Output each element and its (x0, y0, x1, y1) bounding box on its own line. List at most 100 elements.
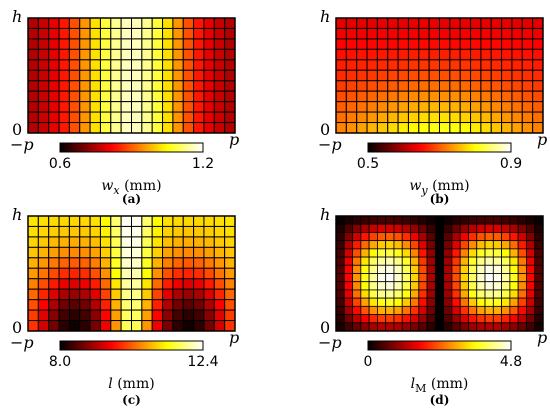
heatmap-cell (490, 122, 503, 134)
heatmap-cell (213, 299, 226, 311)
heatmap-cell (376, 281, 387, 291)
heatmap-cell (534, 273, 544, 283)
heatmap-cell (203, 48, 215, 61)
heatmap-cell (68, 299, 81, 311)
heatmap-cell (451, 223, 461, 233)
heatmap-cell (492, 314, 503, 324)
heatmap-cell (151, 267, 164, 280)
heatmap-cell (213, 69, 226, 82)
heatmap-cell (151, 215, 164, 227)
heatmap-cell (37, 69, 50, 82)
heatmap-cell (79, 80, 91, 92)
heatmap-cell (68, 80, 81, 92)
heatmap-cell (443, 314, 453, 324)
heatmap-cell (376, 240, 387, 250)
heatmap-cell (172, 257, 184, 269)
heatmap-cell (131, 17, 143, 29)
heatmap-cell (476, 240, 486, 250)
heatmap-cell (79, 122, 91, 134)
heatmap-cell (521, 69, 534, 82)
heatmap-cell (410, 264, 420, 274)
colorbar-min-label: 8.0 (49, 354, 71, 370)
heatmap-cell (182, 309, 195, 322)
heatmap-cell (393, 289, 403, 299)
heatmap-cell (224, 111, 236, 124)
heatmap-cell (476, 314, 486, 324)
heatmap-cell (131, 69, 143, 82)
heatmap-cell (68, 225, 81, 238)
heatmap-cell (501, 256, 511, 266)
heatmap-cell (517, 297, 527, 307)
heatmap-cell (360, 256, 370, 266)
heatmap-cell (151, 299, 164, 311)
heatmap-cell (58, 101, 70, 113)
heatmap-cell (193, 69, 205, 82)
heatmap-cell (501, 122, 513, 134)
heatmap-cell (387, 38, 399, 50)
heatmap-cell (120, 267, 133, 280)
heatmap-cell (517, 264, 527, 274)
heatmap-cell (224, 69, 236, 82)
heatmap-cell (434, 297, 445, 307)
heatmap-cell (352, 322, 362, 332)
heatmap-cell (172, 236, 184, 248)
heatmap-cell (110, 80, 122, 92)
heatmap-cell (99, 27, 112, 40)
heatmap-cell (360, 273, 370, 283)
heatmap-cell (428, 111, 440, 124)
heatmap-cell (534, 305, 544, 315)
heatmap-cell (511, 101, 523, 113)
heatmap-cell (434, 248, 445, 258)
heatmap-cell (172, 17, 184, 29)
heatmap-cell (360, 240, 370, 250)
heatmap-cell (401, 273, 411, 283)
heatmap-cell (366, 80, 378, 92)
heatmap-cell (79, 320, 91, 332)
heatmap-cell (213, 257, 226, 269)
heatmap-cell (343, 256, 353, 266)
heatmap-cell (131, 278, 143, 290)
heatmap-cell (27, 215, 39, 227)
heatmap-cell (141, 69, 153, 82)
heatmap-cell (162, 122, 174, 134)
heatmap-cell (89, 38, 101, 50)
heatmap-cell (501, 111, 513, 124)
heatmap-cell (27, 59, 39, 71)
heatmap-cell (79, 278, 91, 290)
heatmap-cell (203, 122, 215, 134)
colorbar-max-label: 12.4 (187, 354, 218, 370)
heatmap-cell (58, 38, 70, 50)
heatmap-cell (501, 27, 513, 40)
y-bottom-tick: 0 (320, 120, 330, 139)
heatmap-cell (426, 240, 436, 250)
heatmap-cell (517, 305, 527, 315)
heatmap-cell (343, 248, 353, 258)
heatmap-cell (407, 122, 420, 134)
heatmap-cell (468, 297, 478, 307)
heatmap-cell (89, 90, 101, 103)
heatmap-cell (335, 264, 345, 274)
heatmap-cell (517, 273, 527, 283)
heatmap-cell (27, 257, 39, 269)
heatmap-cell (521, 111, 534, 124)
heatmap-cell (480, 111, 492, 124)
heatmap-cell (470, 101, 482, 113)
heatmap-cell (193, 101, 205, 113)
heatmap-cell (451, 322, 461, 332)
colorbar-max-label: 4.8 (500, 354, 522, 370)
heatmap-cell (368, 256, 378, 266)
heatmap-cell (492, 256, 503, 266)
heatmap-cell (410, 305, 420, 315)
heatmap-cell (79, 59, 91, 71)
heatmap-cell (385, 232, 395, 242)
heatmap-cell (468, 281, 478, 291)
heatmap-cell (443, 223, 453, 233)
heatmap-cell (343, 264, 353, 274)
heatmap-cell (484, 240, 494, 250)
heatmap-cell (110, 257, 122, 269)
heatmap-cell (356, 69, 368, 82)
heatmap-cell (141, 215, 153, 227)
heatmap-cell (58, 278, 70, 290)
heatmap-cell (443, 264, 453, 274)
